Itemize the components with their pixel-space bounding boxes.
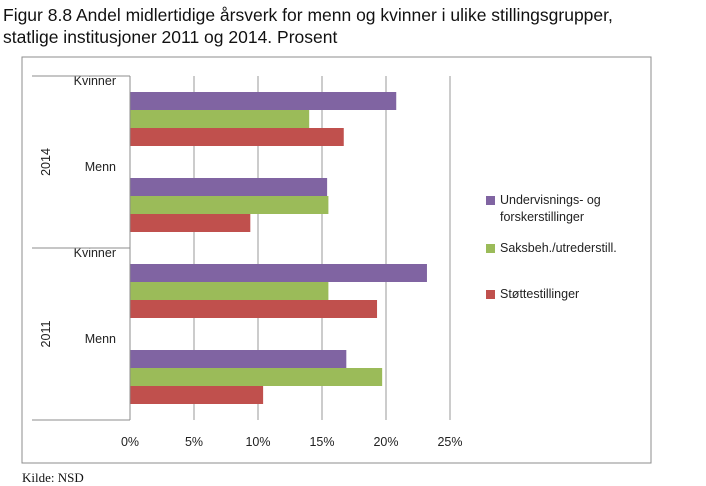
bar	[130, 196, 329, 214]
bar	[130, 110, 310, 128]
figure-title-line-1: Figur 8.8 Andel midlertidige årsverk for…	[3, 5, 613, 25]
axes: 0% 5% 10% 15% 20% 25% Kvinner Menn 2014 Kvinner Me…	[32, 74, 463, 449]
group-label: 2011	[39, 321, 53, 348]
figure-title: Figur 8.8 Andel midlertidige årsverk for…	[3, 4, 703, 48]
group-label: 2014	[39, 148, 53, 176]
bar	[130, 368, 383, 386]
x-tick-label: 0%	[121, 435, 139, 449]
category-label: Menn	[85, 332, 116, 346]
legend-label: forskerstillinger	[500, 210, 584, 224]
x-tick-label: 20%	[373, 435, 398, 449]
bar	[130, 300, 378, 318]
legend-swatch	[486, 196, 495, 205]
source-note: Kilde: NSD	[22, 470, 84, 485]
legend: Undervisnings- og forskerstillinger Saksbe…	[486, 193, 617, 301]
bars	[130, 92, 427, 404]
legend-swatch	[486, 290, 495, 299]
legend-label: Støttestillinger	[500, 287, 579, 301]
bar	[130, 92, 397, 110]
legend-label: Undervisnings- og	[500, 193, 601, 207]
bar	[130, 350, 347, 368]
legend-label: Saksbeh./utrederstill.	[500, 241, 617, 255]
x-tick-label: 15%	[309, 435, 334, 449]
bar	[130, 214, 251, 232]
x-tick-label: 5%	[185, 435, 203, 449]
category-label: Kvinner	[74, 74, 116, 88]
chart-frame	[21, 56, 652, 464]
figure-title-line-2: statlige institusjoner 2011 og 2014. Pro…	[3, 27, 338, 47]
x-tick-label: 10%	[245, 435, 270, 449]
bar	[130, 282, 329, 300]
bar	[130, 178, 328, 196]
x-tick-label: 25%	[437, 435, 462, 449]
legend-swatch	[486, 244, 495, 253]
category-label: Kvinner	[74, 246, 116, 260]
category-label: Menn	[85, 160, 116, 174]
bar	[130, 264, 427, 282]
bar	[130, 128, 344, 146]
bar	[130, 386, 264, 404]
